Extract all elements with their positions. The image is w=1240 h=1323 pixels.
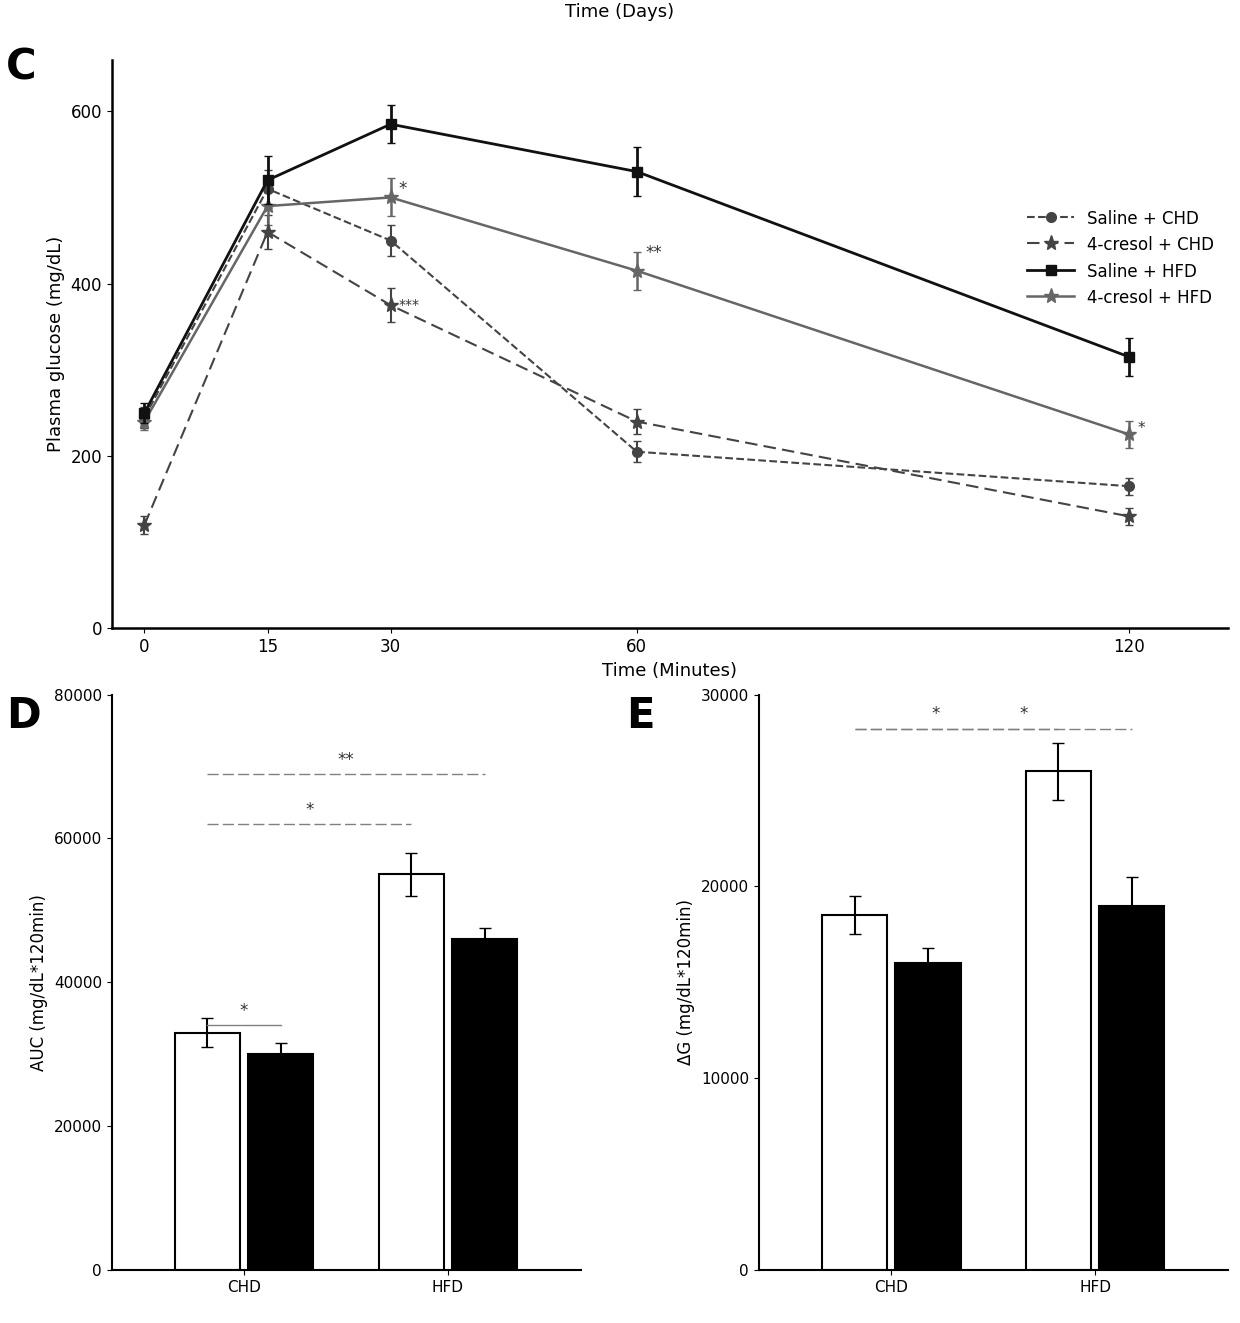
X-axis label: Time (Minutes): Time (Minutes) bbox=[603, 662, 737, 680]
Y-axis label: ΔG (mg/dL*120min): ΔG (mg/dL*120min) bbox=[677, 900, 696, 1065]
Bar bbox=[1099, 906, 1164, 1270]
Text: *: * bbox=[1137, 421, 1145, 437]
Text: *: * bbox=[1019, 705, 1028, 724]
Text: **: ** bbox=[337, 750, 355, 769]
Bar bbox=[1025, 771, 1091, 1270]
Bar bbox=[453, 939, 517, 1270]
Bar bbox=[248, 1054, 314, 1270]
Text: Time (Days): Time (Days) bbox=[565, 3, 675, 21]
Bar bbox=[895, 963, 961, 1270]
Bar bbox=[378, 875, 444, 1270]
Text: **: ** bbox=[645, 245, 662, 262]
Text: *: * bbox=[239, 1003, 248, 1020]
Text: D: D bbox=[6, 695, 41, 737]
Y-axis label: AUC (mg/dL*120min): AUC (mg/dL*120min) bbox=[30, 894, 48, 1070]
Legend: Saline + CHD, 4-cresol + CHD, Saline + HFD, 4-cresol + HFD: Saline + CHD, 4-cresol + CHD, Saline + H… bbox=[1022, 205, 1219, 312]
Y-axis label: Plasma glucose (mg/dL): Plasma glucose (mg/dL) bbox=[47, 235, 64, 452]
Text: *: * bbox=[932, 705, 940, 724]
Text: E: E bbox=[626, 695, 655, 737]
Bar bbox=[822, 916, 887, 1270]
Bar bbox=[175, 1033, 241, 1270]
Text: *: * bbox=[305, 800, 314, 819]
Text: C: C bbox=[6, 46, 37, 89]
Text: *: * bbox=[399, 180, 407, 198]
Text: ***: *** bbox=[399, 298, 420, 312]
